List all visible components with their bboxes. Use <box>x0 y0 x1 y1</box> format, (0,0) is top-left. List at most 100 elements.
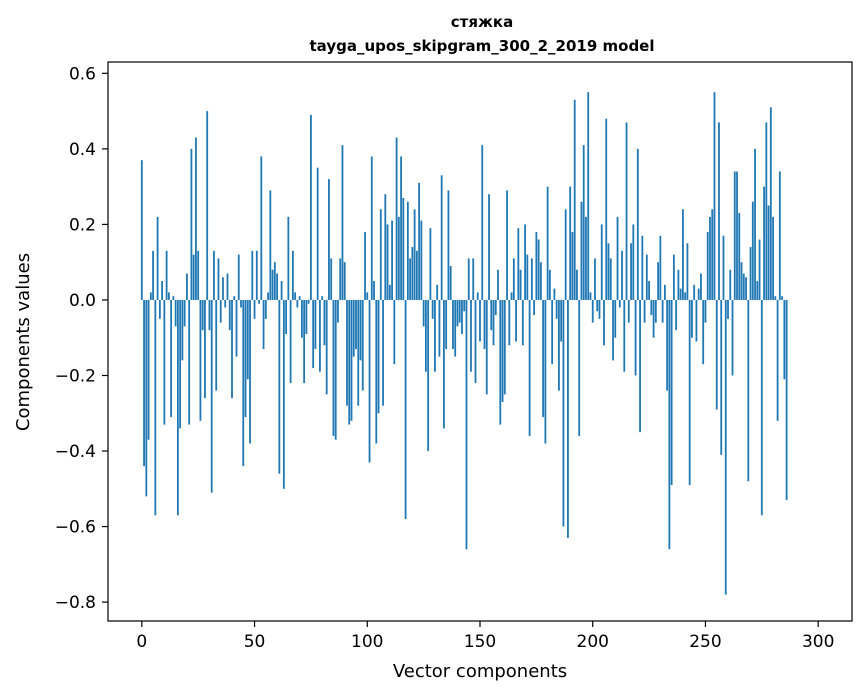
bar-74 <box>307 299 310 304</box>
bar-10 <box>163 299 166 425</box>
bar-140 <box>456 299 459 327</box>
bar-118 <box>406 201 409 300</box>
bar-252 <box>709 216 711 300</box>
bar-101 <box>368 299 371 463</box>
bar-14 <box>172 296 175 300</box>
bar-104 <box>375 299 378 444</box>
bar-62 <box>280 281 283 300</box>
bar-284 <box>781 296 784 300</box>
bar-142 <box>461 299 463 334</box>
bar-156 <box>492 299 495 346</box>
bar-89 <box>341 145 344 300</box>
bar-185 <box>558 299 560 391</box>
bar-75 <box>310 114 312 300</box>
bar-72 <box>303 299 306 384</box>
bar-11 <box>165 250 168 300</box>
bar-258 <box>722 235 725 300</box>
bar-193 <box>576 269 578 300</box>
bar-272 <box>754 148 756 300</box>
bar-251 <box>706 231 709 300</box>
bar-25 <box>197 250 200 300</box>
bar-161 <box>503 299 506 395</box>
bar-32 <box>213 250 215 300</box>
bar-234 <box>668 299 671 550</box>
bar-173 <box>530 258 533 300</box>
bar-163 <box>508 299 511 346</box>
bar-182 <box>551 299 554 365</box>
bar-204 <box>600 224 603 300</box>
bar-7 <box>156 216 159 300</box>
bar-47 <box>246 299 249 380</box>
bar-253 <box>711 209 714 300</box>
bar-41 <box>233 296 236 300</box>
bar-55 <box>264 299 267 319</box>
bar-227 <box>652 299 655 338</box>
bar-81 <box>323 299 326 346</box>
bar-277 <box>765 122 768 300</box>
bar-99 <box>364 231 366 300</box>
bar-15 <box>174 299 177 327</box>
bar-172 <box>528 299 531 436</box>
bar-264 <box>736 171 738 300</box>
bar-137 <box>449 265 452 300</box>
bar-93 <box>350 299 353 421</box>
bar-231 <box>661 299 664 323</box>
plot-frame <box>107 61 853 622</box>
bar-247 <box>697 288 700 300</box>
bar-235 <box>670 299 673 486</box>
bar-136 <box>447 190 450 300</box>
bar-154 <box>488 194 490 300</box>
bar-61 <box>278 299 281 474</box>
y-axis-ticks: −0.8 −0.6 −0.4 −0.2 0.0 0.2 0.4 0.6 <box>55 64 108 613</box>
bar-155 <box>490 299 493 331</box>
bar-71 <box>300 299 303 338</box>
bar-206 <box>605 118 608 300</box>
bar-139 <box>454 299 457 357</box>
bar-183 <box>553 288 556 300</box>
bar-165 <box>512 258 515 300</box>
bar-237 <box>675 299 678 331</box>
bar-94 <box>352 299 355 357</box>
bar-269 <box>747 299 750 482</box>
bar-177 <box>539 262 542 300</box>
bar-240 <box>682 209 684 300</box>
bar-186 <box>560 299 563 342</box>
bar-3 <box>147 299 150 440</box>
bar-167 <box>517 228 520 300</box>
y-tick-label: 0.2 <box>69 215 96 235</box>
bar-59 <box>273 262 276 300</box>
bar-257 <box>720 299 723 455</box>
bar-4 <box>149 292 152 300</box>
bar-229 <box>657 262 660 300</box>
bar-256 <box>718 122 720 300</box>
bar-282 <box>776 299 779 421</box>
bar-128 <box>429 228 432 300</box>
bar-159 <box>499 299 502 425</box>
bar-263 <box>733 171 736 300</box>
bar-30 <box>208 299 211 331</box>
bar-112 <box>393 299 396 365</box>
bar-170 <box>524 224 526 300</box>
bar-217 <box>630 243 632 300</box>
bar-184 <box>555 299 558 319</box>
bar-119 <box>409 258 412 300</box>
bar-121 <box>413 209 416 300</box>
x-tick-label: 200 <box>577 632 609 652</box>
bar-225 <box>648 281 650 300</box>
bar-36 <box>222 277 224 300</box>
bar-16 <box>176 299 179 516</box>
bar-38 <box>226 273 229 300</box>
bar-223 <box>643 299 646 323</box>
bar-246 <box>695 299 698 342</box>
bar-143 <box>463 299 466 312</box>
bar-276 <box>763 186 765 300</box>
bar-130 <box>434 299 436 372</box>
bar-1 <box>143 299 145 467</box>
bar-90 <box>343 262 346 300</box>
bar-208 <box>609 258 612 300</box>
bar-144 <box>465 299 468 550</box>
bar-207 <box>607 243 610 300</box>
y-axis-label: Components values <box>13 253 34 431</box>
bar-203 <box>598 299 601 319</box>
x-axis-label: Vector components <box>393 661 567 682</box>
